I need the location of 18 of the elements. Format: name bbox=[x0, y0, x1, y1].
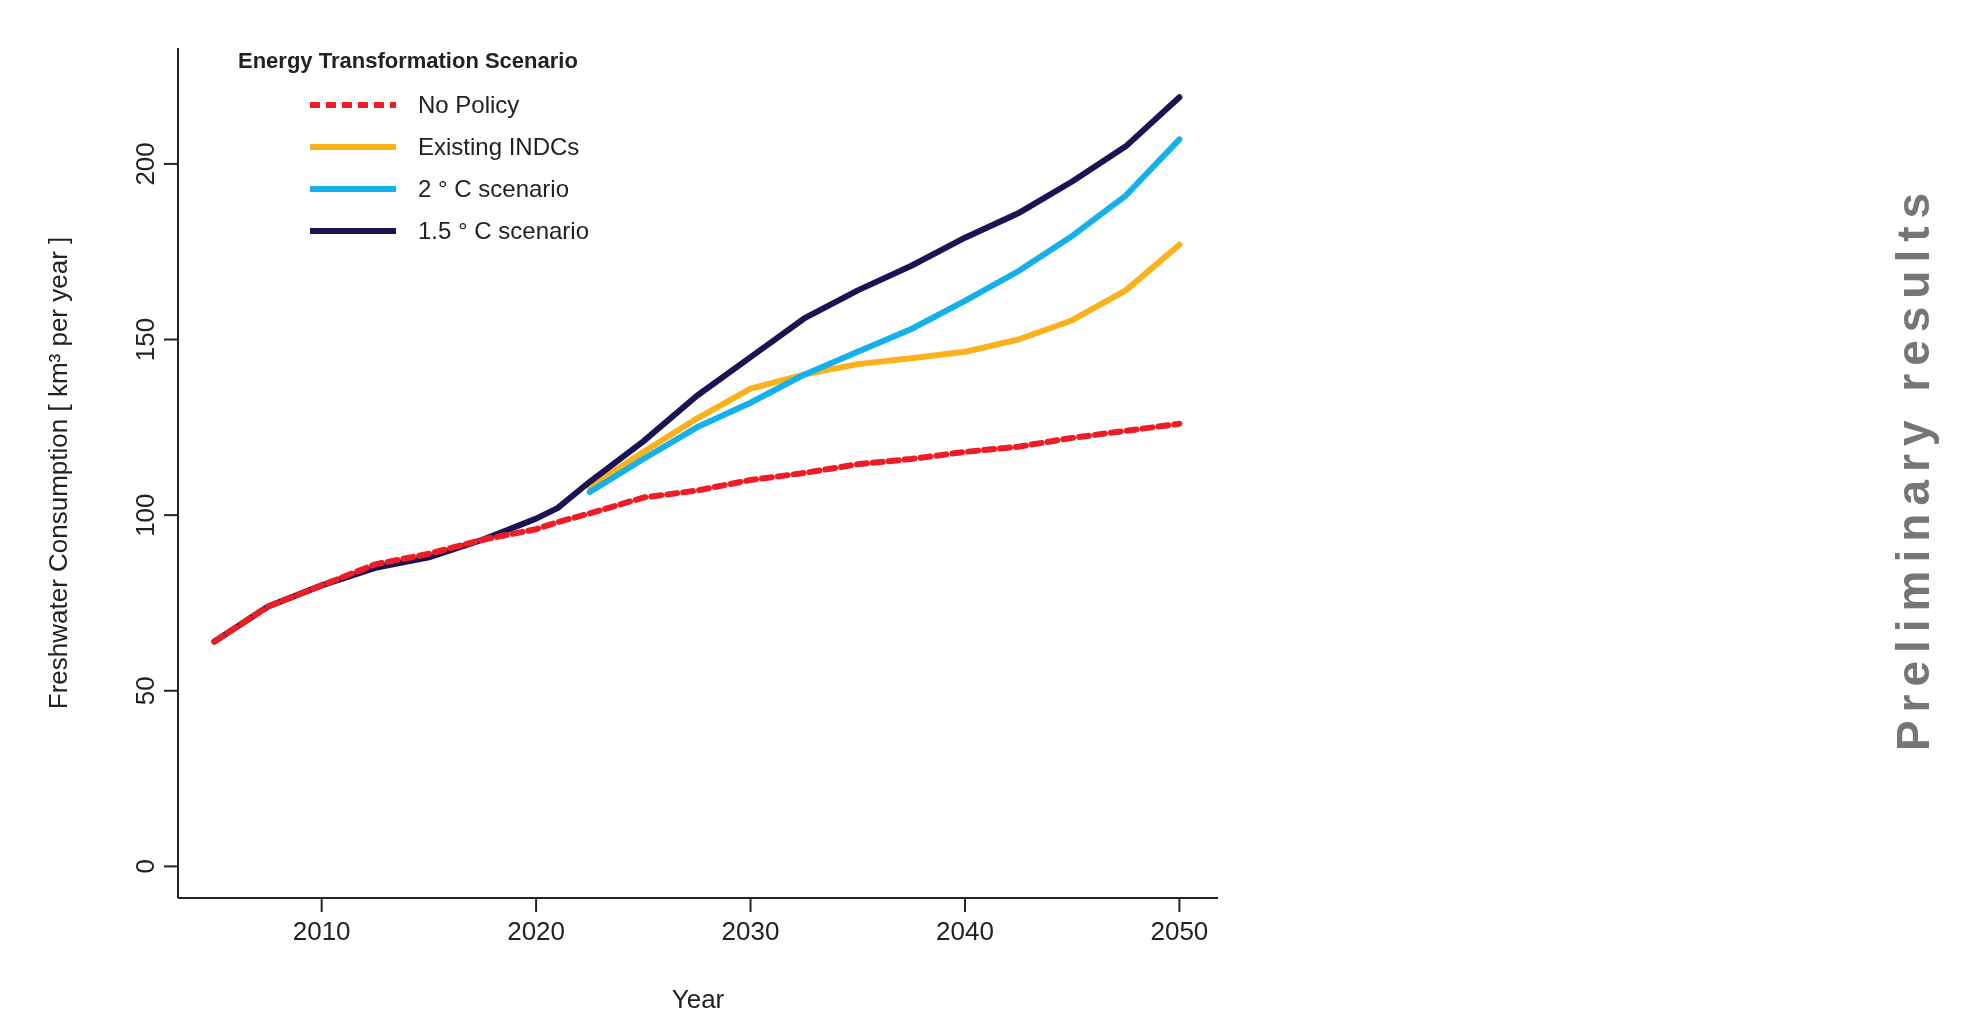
x-tick-label: 2040 bbox=[936, 916, 994, 947]
legend-label: 1.5 ° C scenario bbox=[418, 217, 590, 245]
y-tick-label: 200 bbox=[130, 142, 160, 186]
x-tick-label: 2010 bbox=[292, 916, 351, 947]
y-tick-label: 0 bbox=[130, 859, 160, 874]
legend-label: No Policy bbox=[418, 91, 520, 119]
x-tick-label: 2050 bbox=[1150, 916, 1209, 947]
legend-label: Existing INDCs bbox=[418, 133, 580, 161]
x-tick-label: 2030 bbox=[721, 916, 780, 947]
legend-label: 2 ° C scenario bbox=[418, 175, 569, 203]
y-tick-label: 50 bbox=[130, 676, 160, 706]
y-tick-label: 150 bbox=[130, 317, 160, 362]
y-tick-label: 100 bbox=[130, 493, 160, 537]
text: Preliminary results bbox=[1886, 184, 1940, 752]
x-tick-label: 2020 bbox=[507, 916, 566, 947]
legend-title: Energy Transformation Scenario bbox=[238, 48, 579, 74]
y-axis-title: Freshwater Consumption [ km³ per year ] bbox=[43, 236, 74, 710]
x-axis-title: Year bbox=[671, 984, 725, 1014]
